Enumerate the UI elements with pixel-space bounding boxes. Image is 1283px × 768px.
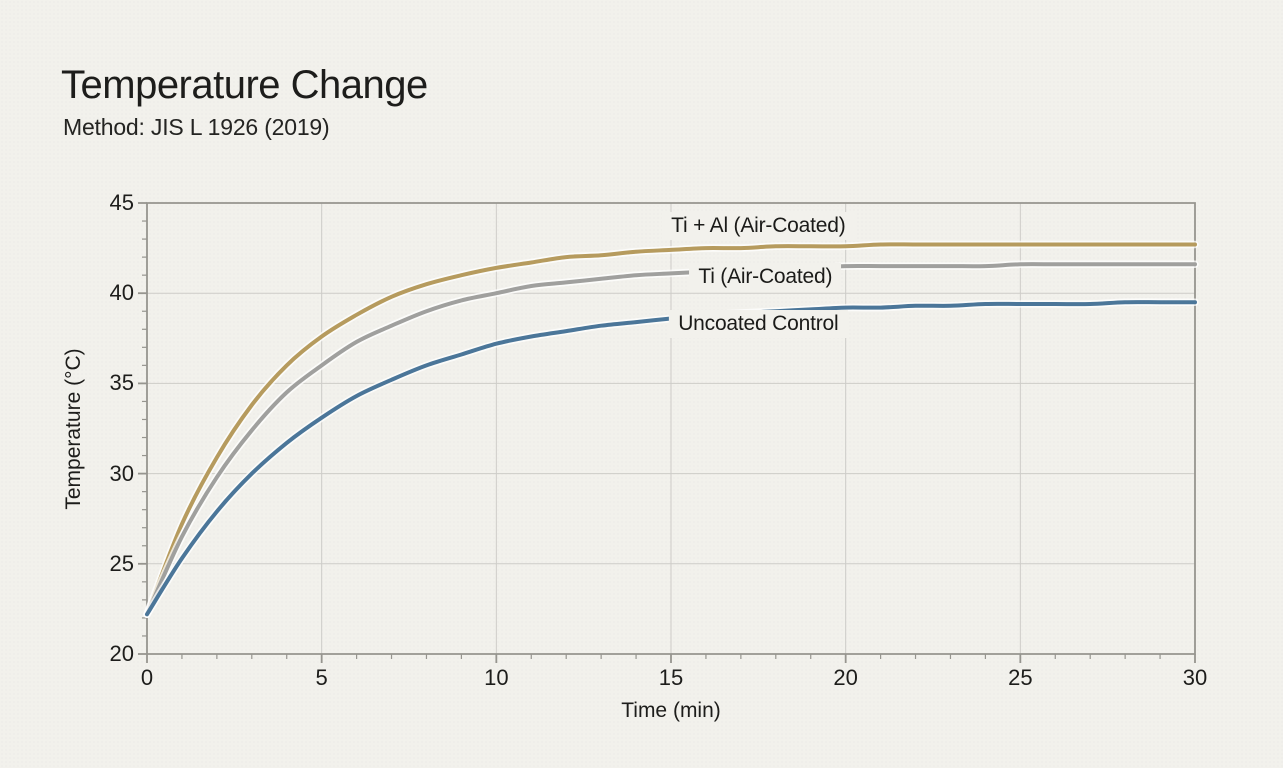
series-label-1: Ti (Air-Coated) [689, 262, 842, 291]
x-tick-label: 15 [658, 665, 684, 690]
y-tick-label: 25 [109, 550, 134, 576]
chart-subtitle: Method: JIS L 1926 (2019) [63, 114, 330, 140]
y-axis-title: Temperature (°C) [62, 348, 85, 510]
y-tick-label: 30 [109, 460, 134, 486]
series-line-ti-air-coated [145, 262, 1197, 617]
x-tick-label: 0 [140, 665, 154, 690]
x-tick-label: 30 [1182, 665, 1208, 690]
y-tick-label: 45 [109, 190, 134, 215]
x-tick-label: 25 [1008, 665, 1033, 690]
x-tick-label: 5 [315, 665, 328, 690]
plot-spines [146, 202, 1196, 655]
series-line-ti-al-air-coated [145, 242, 1197, 617]
x-tick-label: 20 [833, 665, 858, 690]
series-label-0: Ti + Al (Air-Coated) [662, 212, 855, 241]
x-axis-title: Time (min) [621, 699, 721, 722]
y-tick-label: 35 [109, 370, 134, 396]
y-tick-label: 40 [109, 280, 134, 306]
y-tick-label: 20 [109, 641, 134, 666]
series-label-2: Uncoated Control [669, 309, 848, 338]
chart-title: Temperature Change [61, 63, 428, 107]
x-tick-label: 10 [484, 665, 509, 690]
